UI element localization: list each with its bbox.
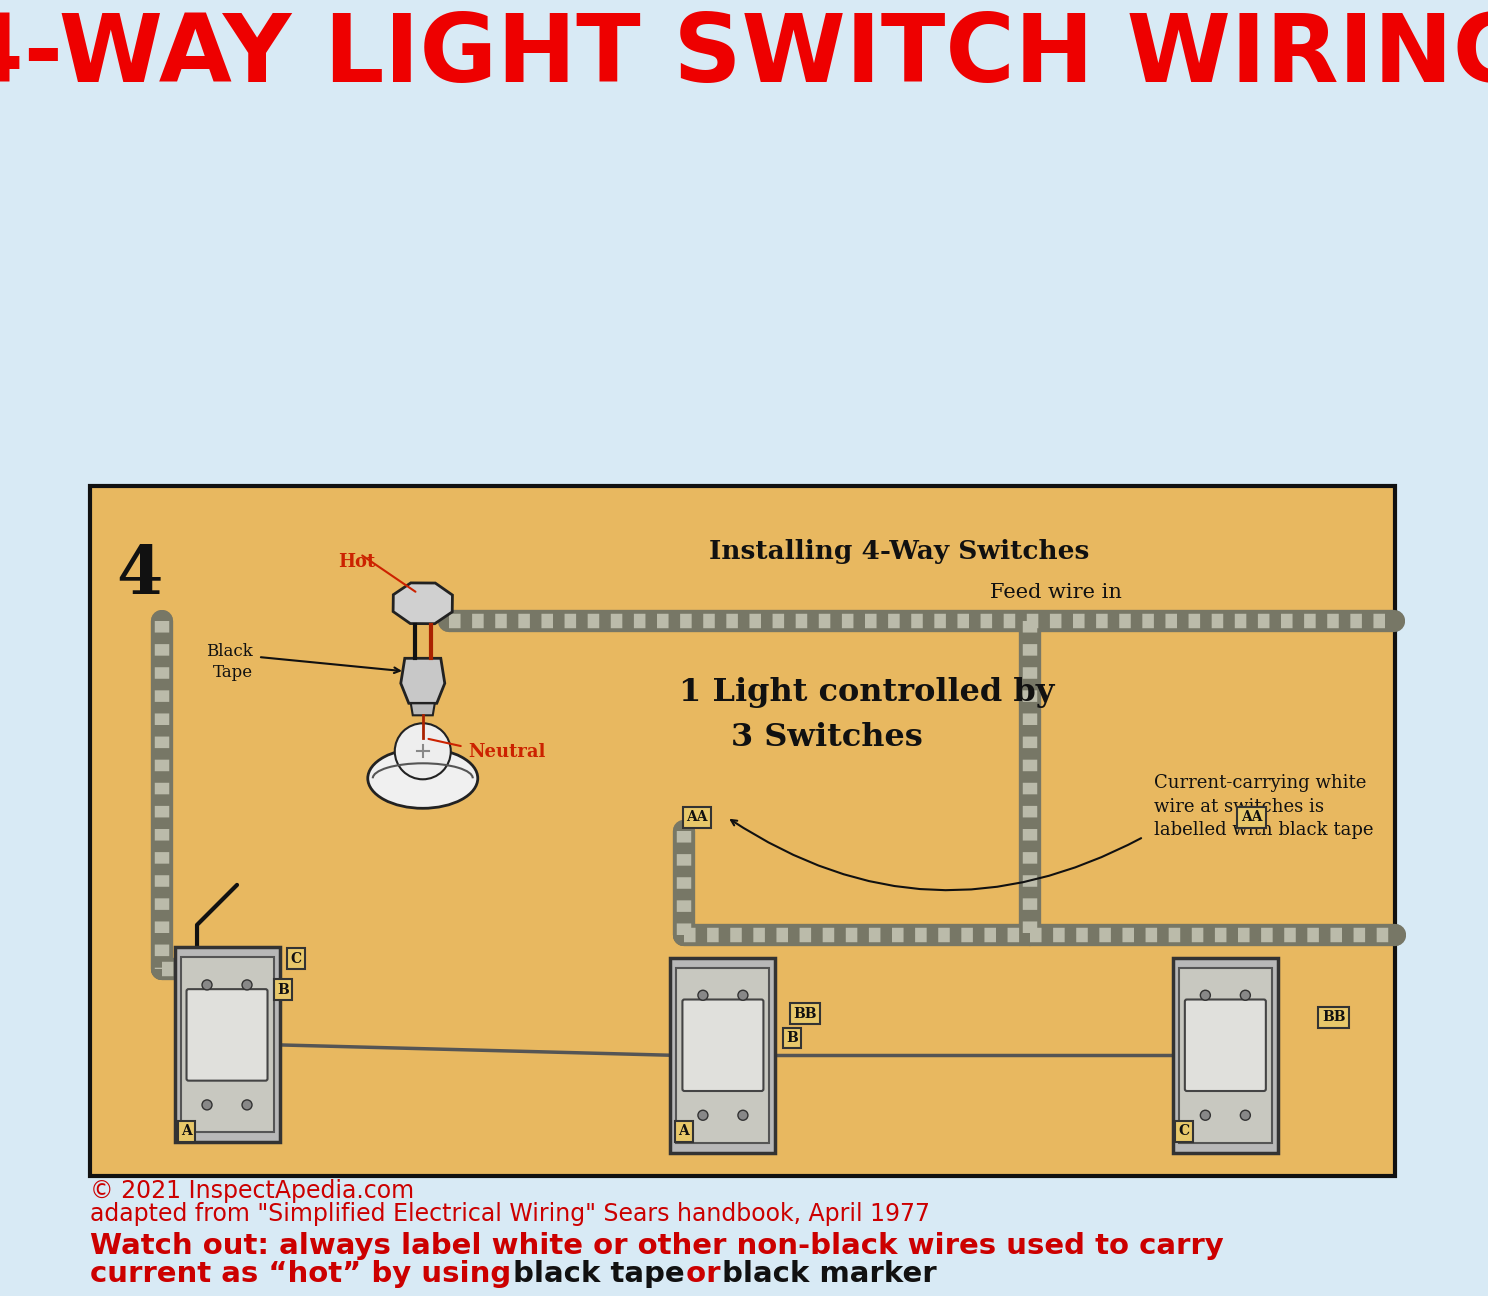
Circle shape [1241, 1111, 1250, 1120]
Polygon shape [411, 704, 434, 715]
Text: Watch out: always label white or other non-black wires used to carry: Watch out: always label white or other n… [89, 1232, 1223, 1260]
Text: B: B [277, 982, 289, 997]
Text: AA: AA [686, 810, 708, 824]
FancyBboxPatch shape [186, 989, 268, 1081]
FancyBboxPatch shape [683, 999, 763, 1091]
FancyBboxPatch shape [174, 947, 280, 1142]
Text: C: C [1178, 1124, 1189, 1138]
Circle shape [1201, 1111, 1210, 1120]
Text: black marker: black marker [722, 1260, 936, 1288]
Text: BB: BB [793, 1007, 817, 1021]
Text: 3 Switches: 3 Switches [732, 722, 923, 753]
Text: Black
Tape: Black Tape [207, 643, 253, 680]
FancyBboxPatch shape [1173, 958, 1278, 1152]
Text: BB: BB [1321, 1011, 1345, 1024]
FancyBboxPatch shape [1184, 999, 1266, 1091]
Circle shape [738, 1111, 748, 1120]
Circle shape [243, 980, 251, 990]
Text: adapted from "Simplified Electrical Wiring" Sears handbook, April 1977: adapted from "Simplified Electrical Wiri… [89, 1201, 930, 1226]
Text: 4: 4 [116, 543, 162, 608]
Ellipse shape [368, 748, 478, 809]
Text: black tape: black tape [513, 1260, 684, 1288]
Circle shape [394, 723, 451, 779]
Text: Installing 4-Way Switches: Installing 4-Way Switches [708, 539, 1089, 564]
Text: A: A [679, 1124, 689, 1138]
Text: 1 Light controlled by: 1 Light controlled by [679, 678, 1054, 709]
Text: 4-WAY LIGHT SWITCH WIRING: 4-WAY LIGHT SWITCH WIRING [0, 10, 1488, 102]
Text: B: B [786, 1032, 798, 1045]
FancyBboxPatch shape [677, 968, 769, 1143]
Circle shape [202, 980, 211, 990]
FancyBboxPatch shape [89, 486, 1396, 1175]
Circle shape [698, 990, 708, 1001]
Text: A: A [182, 1124, 192, 1138]
FancyBboxPatch shape [1178, 968, 1272, 1143]
Text: © 2021 InspectApedia.com: © 2021 InspectApedia.com [89, 1179, 414, 1203]
Text: current as “hot” by using: current as “hot” by using [89, 1260, 521, 1288]
Text: C: C [290, 951, 302, 966]
Text: Feed wire in: Feed wire in [990, 583, 1122, 603]
Circle shape [243, 1100, 251, 1109]
Circle shape [1241, 990, 1250, 1001]
Text: or: or [676, 1260, 731, 1288]
Circle shape [202, 1100, 211, 1109]
Text: Neutral: Neutral [469, 743, 546, 761]
Text: AA: AA [1241, 810, 1262, 824]
Text: Current-carrying white
wire at switches is
labelled with black tape: Current-carrying white wire at switches … [1153, 774, 1373, 840]
Text: Hot: Hot [338, 553, 375, 572]
Circle shape [698, 1111, 708, 1120]
Polygon shape [400, 658, 445, 704]
FancyBboxPatch shape [671, 958, 775, 1152]
Polygon shape [393, 583, 452, 623]
FancyBboxPatch shape [180, 958, 274, 1133]
Circle shape [738, 990, 748, 1001]
Circle shape [1201, 990, 1210, 1001]
